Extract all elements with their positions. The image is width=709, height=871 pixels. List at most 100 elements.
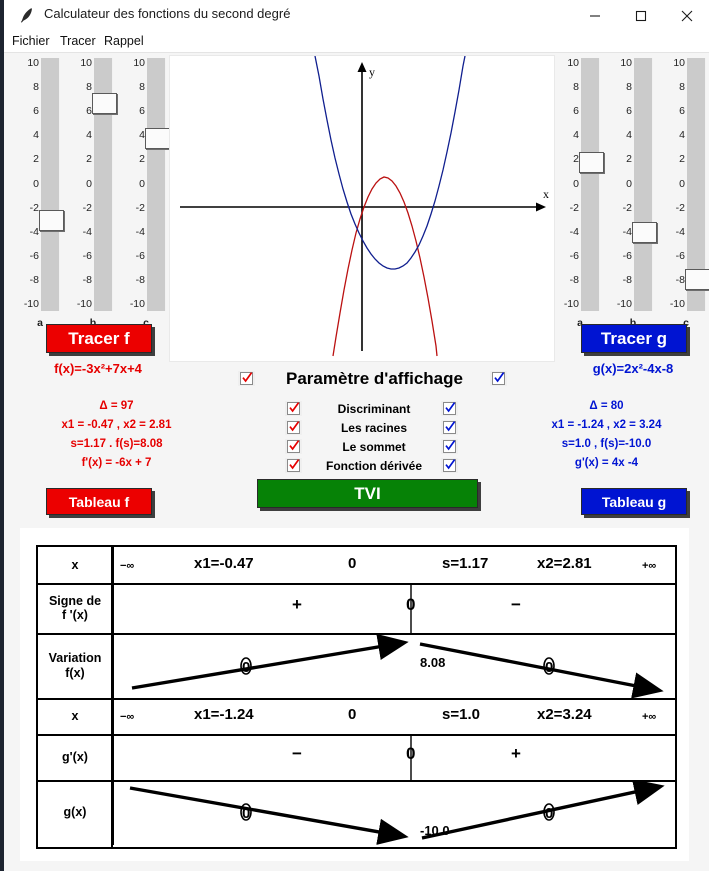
- param-left-checkbox-0[interactable]: [285, 401, 302, 416]
- slider-thumb[interactable]: [685, 268, 709, 290]
- tvi-button[interactable]: TVI: [257, 479, 478, 508]
- slider-right-b[interactable]: 10 8 6 4 2 0 -2 -4 -6 -8 -10 b: [611, 55, 657, 329]
- slider-left-c[interactable]: 10 8 6 4 2 0 -2 -4 -6 -8 -10 c: [124, 55, 170, 329]
- table2-sign-zero: 0: [406, 744, 416, 763]
- param-master-right-checkbox[interactable]: [490, 371, 507, 386]
- graph-canvas[interactable]: x y: [169, 55, 555, 362]
- slider-thumb[interactable]: [632, 221, 657, 243]
- check-icon: [289, 421, 300, 432]
- param-option-label-3: Fonction dérivée: [325, 459, 423, 473]
- slider-tick: -6: [622, 249, 632, 262]
- close-button[interactable]: [664, 0, 709, 31]
- checkbox-box: [443, 440, 456, 453]
- table-row: g(x) 0 0 -10.0: [38, 780, 675, 845]
- table1-extremum: 8.08: [420, 655, 446, 670]
- table2-sign-divider: [410, 734, 412, 780]
- slider-tick: 0: [86, 177, 92, 190]
- param-left-checkbox-2[interactable]: [285, 439, 302, 454]
- tableau-g-button[interactable]: Tableau g: [581, 488, 687, 515]
- slider-scale: 10 8 6 4 2 0 -2 -4 -6 -8 -10: [124, 55, 146, 313]
- slider-tick: 6: [139, 105, 145, 118]
- slider-thumb[interactable]: [39, 210, 64, 232]
- table1-variation-label-text: Variation f(x): [48, 651, 102, 680]
- table2-sign-left: −: [292, 744, 302, 763]
- param-left-checkbox-1[interactable]: [285, 420, 302, 435]
- param-right-checkbox-3[interactable]: [441, 458, 458, 473]
- table1-sign-zero: 0: [406, 595, 416, 614]
- slider-tick: 0: [33, 177, 39, 190]
- slider-tick: -10: [616, 298, 632, 310]
- table2-x-value-4: x2=3.24: [537, 706, 592, 723]
- slider-right-a[interactable]: 10 8 6 4 2 0 -2 -4 -6 -8 -10 a: [558, 55, 604, 329]
- check-icon: [289, 440, 300, 451]
- slider-tick: 4: [573, 129, 579, 142]
- maximize-button[interactable]: [618, 0, 663, 31]
- table2-x-label: x: [38, 698, 114, 734]
- slider-track[interactable]: [147, 58, 166, 311]
- svg-text:0: 0: [545, 659, 553, 676]
- slider-track[interactable]: [687, 58, 706, 311]
- slider-name-label: a: [37, 317, 43, 329]
- tracer-f-button[interactable]: Tracer f: [46, 324, 152, 353]
- check-icon: [494, 372, 505, 383]
- tracer-f-label: Tracer f: [68, 328, 130, 348]
- menu-item-rappel[interactable]: Rappel: [104, 34, 144, 48]
- slider-tick: 4: [139, 129, 145, 142]
- slider-name-label: c: [143, 317, 149, 329]
- slider-tick: -4: [622, 225, 632, 238]
- slider-tick: -10: [76, 298, 92, 310]
- slider-track[interactable]: [634, 58, 653, 311]
- param-master-left-checkbox[interactable]: [238, 371, 255, 386]
- slider-tick: 10: [133, 57, 145, 69]
- param-right-checkbox-0[interactable]: [441, 401, 458, 416]
- param-left-checkbox-3[interactable]: [285, 458, 302, 473]
- svg-text:0: 0: [242, 659, 250, 676]
- slider-tick: 6: [679, 105, 685, 118]
- slider-tick: -2: [82, 201, 92, 214]
- check-icon: [289, 402, 300, 413]
- slider-track[interactable]: [41, 58, 60, 311]
- slider-tick: 2: [86, 153, 92, 166]
- param-right-checkbox-2[interactable]: [441, 439, 458, 454]
- menu-divider: [4, 52, 709, 53]
- table-row: Signe de f '(x) + 0 −: [38, 583, 675, 635]
- slider-tick: -8: [29, 273, 39, 286]
- slider-thumb[interactable]: [92, 93, 117, 115]
- slider-name-label: b: [89, 317, 97, 329]
- slider-name-label: b: [629, 317, 637, 329]
- slider-tick: -6: [29, 249, 39, 262]
- tableau-g-label: Tableau g: [601, 493, 667, 510]
- checkbox-box: [492, 372, 505, 385]
- param-right-checkbox-1[interactable]: [441, 420, 458, 435]
- slider-left-b[interactable]: 10 8 6 4 2 0 -2 -4 -6 -8 -10 b: [71, 55, 117, 329]
- menu-item-tracer[interactable]: Tracer: [60, 34, 96, 48]
- slider-tick: 10: [620, 57, 632, 69]
- slider-thumb[interactable]: [579, 151, 604, 173]
- table1-x-value-0: −∞: [120, 560, 135, 572]
- table2-x-value-1: x1=-1.24: [194, 706, 254, 723]
- variation-tables-panel: x −∞ x1=-0.47 0 s=1.17 x2=2.81 +∞ Signe de f …: [20, 528, 689, 861]
- g-formula: g(x)=2x²-4x-8: [592, 361, 674, 376]
- slider-tick: 0: [573, 177, 579, 190]
- minimize-button[interactable]: [572, 0, 617, 31]
- slider-thumb[interactable]: [145, 128, 170, 150]
- slider-tick: -4: [135, 225, 145, 238]
- slider-tick: 6: [573, 105, 579, 118]
- checkbox-box: [443, 402, 456, 415]
- menu-item-fichier[interactable]: Fichier: [12, 34, 50, 48]
- slider-right-c[interactable]: 10 8 6 4 2 0 -2 -4 -6 -8 -10 c: [664, 55, 709, 329]
- slider-tick: -6: [569, 249, 579, 262]
- check-icon: [445, 440, 456, 451]
- tableau-f-button[interactable]: Tableau f: [46, 488, 152, 515]
- slider-tick: 0: [679, 177, 685, 190]
- checkbox-box: [287, 402, 300, 415]
- tracer-g-button[interactable]: Tracer g: [581, 324, 687, 353]
- slider-tick: -10: [669, 298, 685, 310]
- table2-sign-label: g'(x): [38, 734, 114, 780]
- slider-track[interactable]: [581, 58, 600, 311]
- slider-left-a[interactable]: 10 8 6 4 2 0 -2 -4 -6 -8 -10 a: [18, 55, 64, 329]
- slider-tick: 10: [673, 57, 685, 69]
- slider-tick: -8: [622, 273, 632, 286]
- slider-track[interactable]: [94, 58, 113, 311]
